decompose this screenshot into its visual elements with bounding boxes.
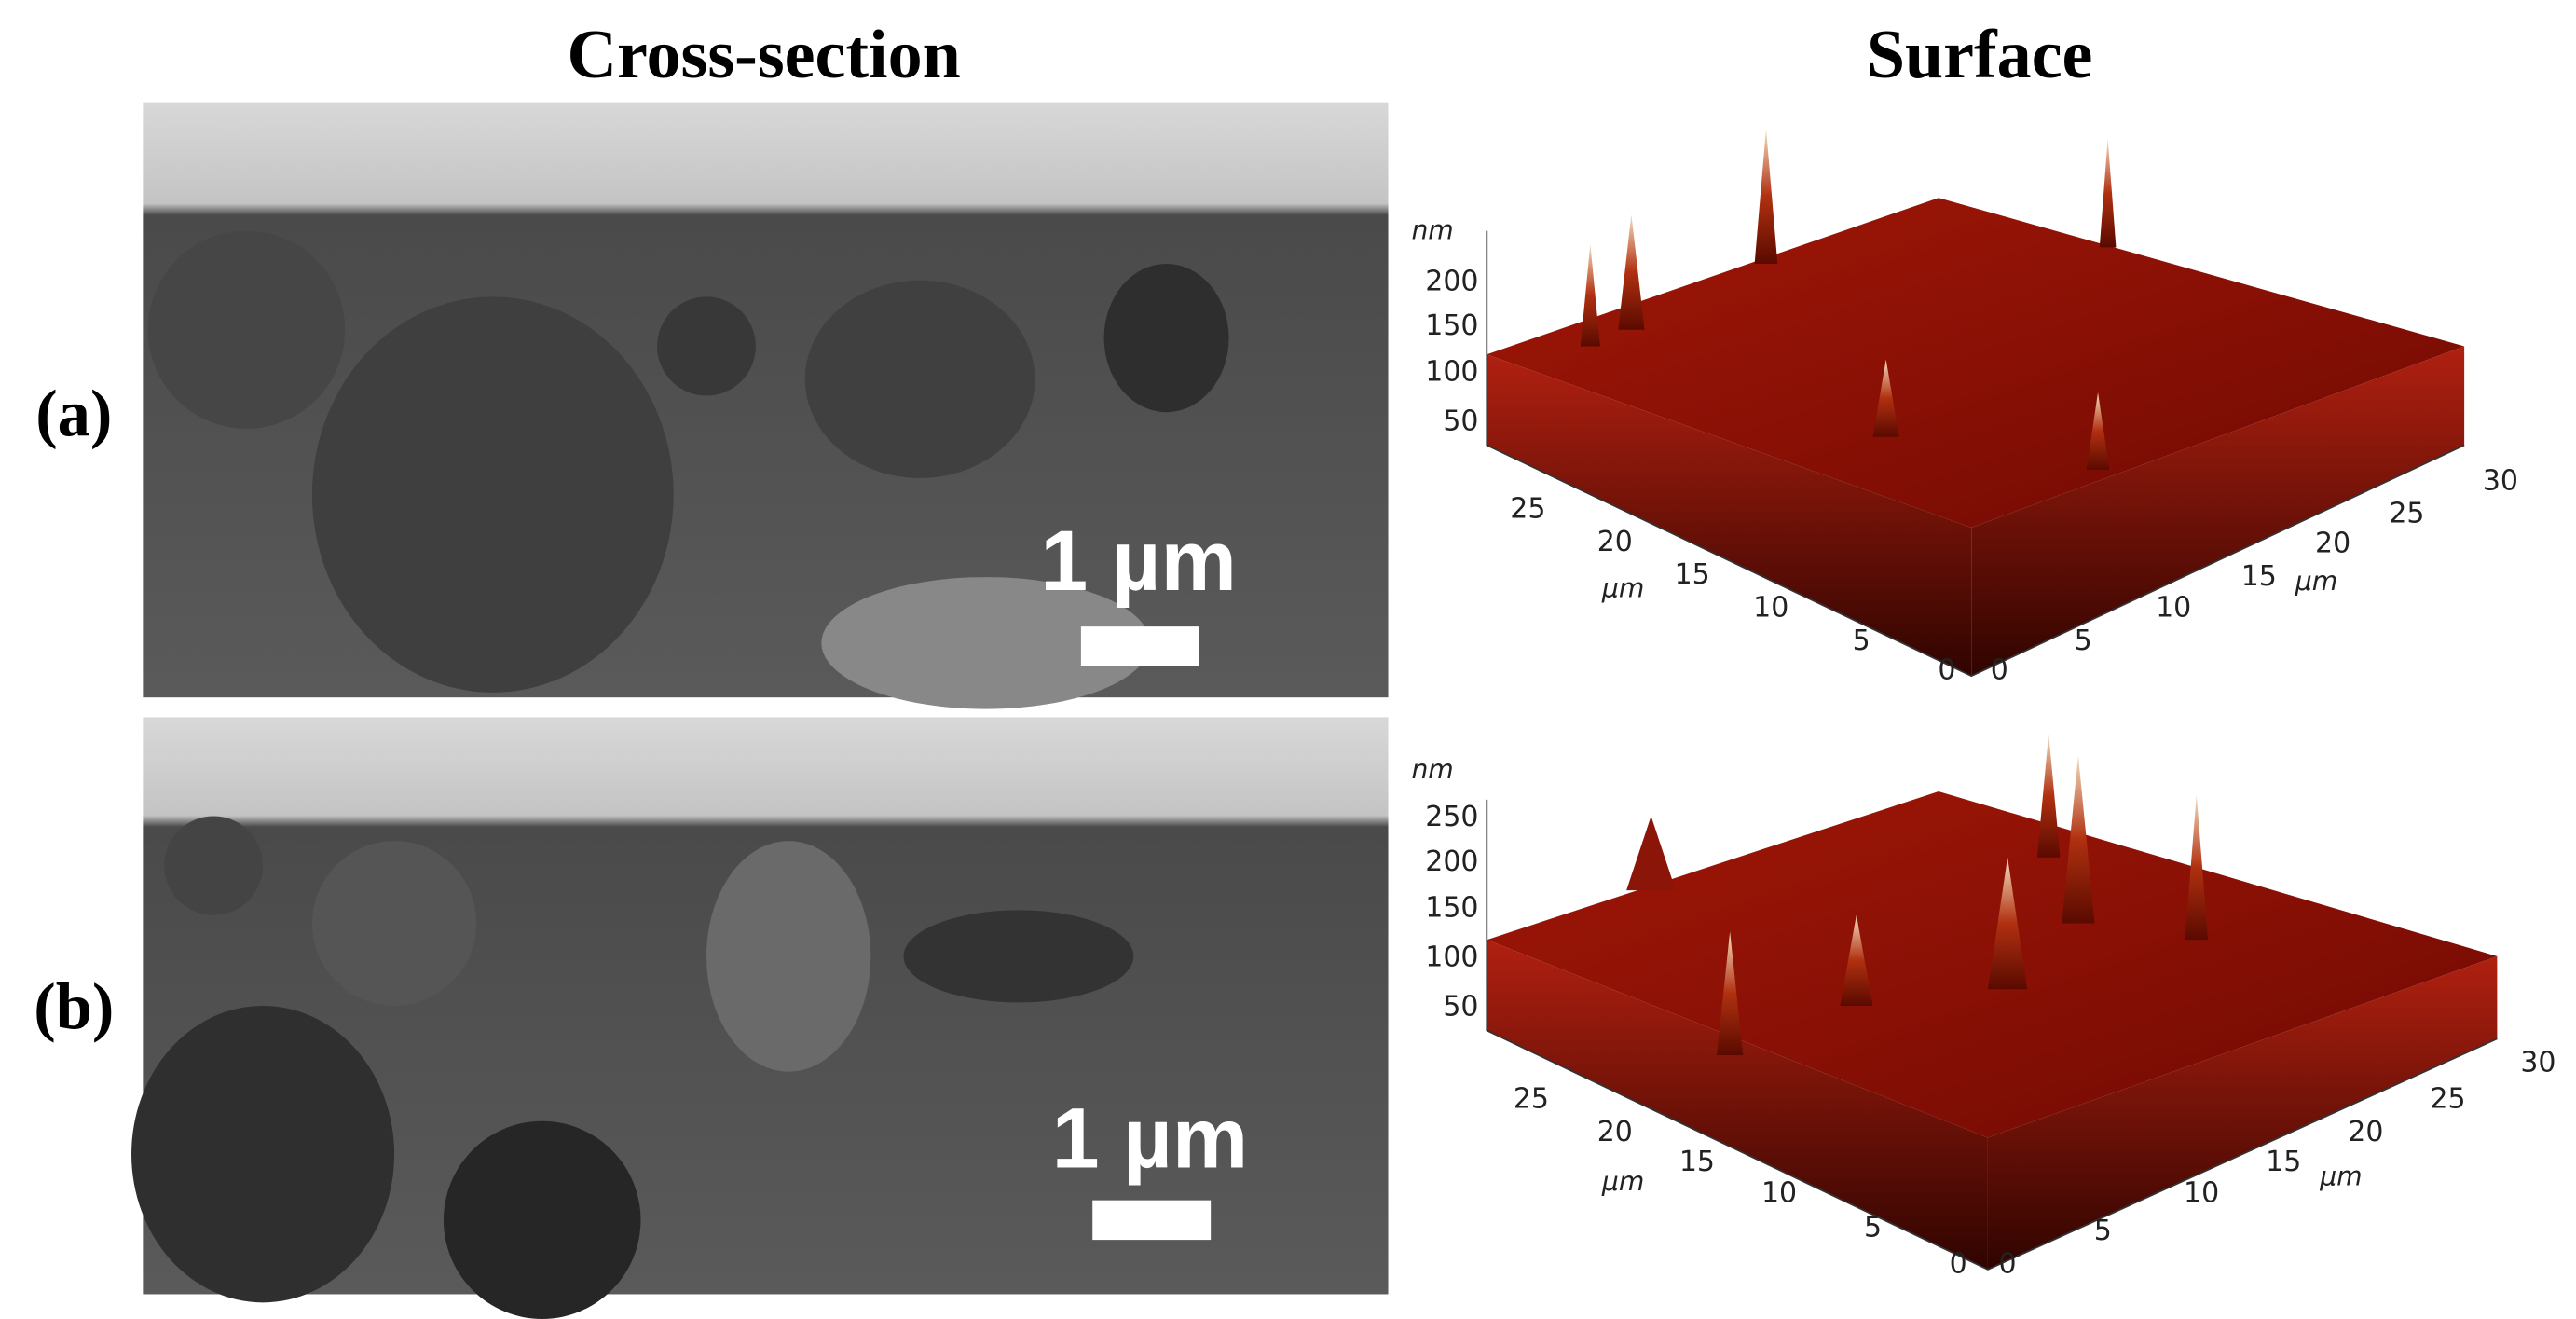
x-tick-label: 20 <box>1597 526 1633 558</box>
z-tick-label: 200 <box>1425 265 1478 297</box>
x-tick-label: 25 <box>1510 492 1545 525</box>
y-tick-label: 10 <box>2184 1176 2219 1209</box>
y-unit: µm <box>2295 566 2337 597</box>
x-tick-label: 15 <box>1675 558 1710 591</box>
afm-axes <box>1486 230 2498 1271</box>
sem-image-a <box>143 102 1389 709</box>
y-tick-label: 5 <box>2094 1215 2112 1247</box>
x-tick-label: 10 <box>1761 1176 1797 1209</box>
x-tick-label: 20 <box>1597 1116 1633 1148</box>
column-title: Surface <box>1867 17 2093 93</box>
z-tick-label: 150 <box>1425 891 1478 924</box>
y-tick-label: 20 <box>2315 527 2350 559</box>
y-unit: µm <box>2319 1161 2362 1192</box>
x-tick-label: 0 <box>1938 654 1955 687</box>
z-tick-label: 100 <box>1425 941 1478 973</box>
y-tick-label: 5 <box>2075 625 2092 657</box>
y-tick-label: 30 <box>2520 1047 2555 1079</box>
row-label: (a) <box>35 378 112 450</box>
z-tick-label: 250 <box>1425 801 1478 833</box>
afm-plot-b <box>1487 734 2498 1270</box>
x-unit: µm <box>1601 1166 1644 1197</box>
y-tick-label: 0 <box>1991 654 2008 687</box>
z-tick-label: 50 <box>1443 991 1478 1024</box>
z-tick-label: 200 <box>1425 845 1478 878</box>
scale-bar <box>1080 626 1199 666</box>
y-tick-label: 15 <box>2241 560 2277 593</box>
row-label: (b) <box>34 971 114 1044</box>
afm-plot-a <box>1487 128 2465 677</box>
y-tick-label: 15 <box>2266 1146 2301 1178</box>
z-tick-label: 100 <box>1425 356 1478 389</box>
x-tick-label: 10 <box>1753 591 1788 624</box>
y-tick-label: 10 <box>2156 591 2191 624</box>
z-unit: nm <box>1411 754 1453 785</box>
y-tick-label: 25 <box>2430 1083 2465 1116</box>
z-tick-label: 150 <box>1425 309 1478 342</box>
y-tick-label: 0 <box>1999 1247 2017 1280</box>
y-tick-label: 20 <box>2348 1116 2383 1148</box>
x-tick-label: 5 <box>1864 1212 1882 1244</box>
y-tick-label: 25 <box>2389 498 2424 530</box>
x-unit: µm <box>1601 572 1644 603</box>
x-tick-label: 25 <box>1514 1083 1549 1116</box>
scale-bar <box>1092 1200 1212 1241</box>
x-tick-label: 5 <box>1853 625 1870 657</box>
scale-bar-label: 1 µm <box>1040 514 1237 609</box>
scale-bar-label: 1 µm <box>1052 1091 1249 1186</box>
x-tick-label: 15 <box>1679 1146 1715 1178</box>
y-tick-label: 30 <box>2483 464 2518 497</box>
x-tick-label: 0 <box>1950 1247 1967 1280</box>
sem-image-b <box>131 717 1389 1319</box>
z-tick-label: 50 <box>1443 405 1478 438</box>
z-unit: nm <box>1411 214 1453 245</box>
column-title: Cross-section <box>568 17 961 93</box>
